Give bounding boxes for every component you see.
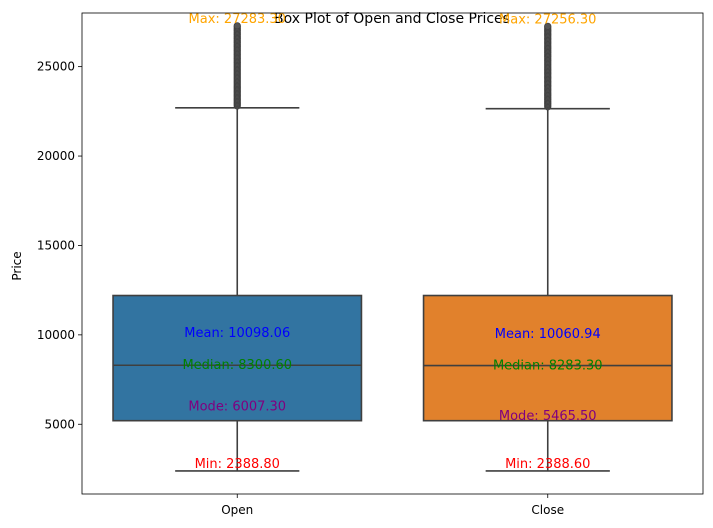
outlier-point	[233, 22, 241, 30]
y-tick-label: 5000	[44, 417, 75, 431]
annotation-min: Min: 2388.80	[195, 457, 280, 472]
y-tick-label: 25000	[37, 60, 75, 74]
annotation-mean: Mean: 10060.94	[495, 327, 601, 342]
y-axis-label: Price	[10, 251, 24, 280]
y-tick-label: 15000	[37, 238, 75, 252]
chart-title: Box Plot of Open and Close Prices	[274, 11, 510, 27]
y-tick-label: 20000	[37, 149, 75, 163]
annotation-max: Max: 27256.30	[499, 12, 596, 27]
x-tick-label: Close	[531, 503, 564, 517]
iqr-box	[112, 294, 363, 422]
annotation-mode: Mode: 5465.50	[499, 409, 597, 424]
outlier-point	[544, 22, 552, 30]
plot-area: 5000 10000 15000 20000 25000 Open Max: 27283.3…	[37, 12, 673, 517]
annotation-median: Median: 8300.60	[182, 358, 292, 373]
x-tick-label: Open	[221, 503, 253, 517]
annotation-max: Max: 27283.30	[189, 12, 286, 27]
annotation-median: Median: 8283.30	[493, 359, 603, 374]
y-tick-label: 10000	[37, 328, 75, 342]
annotation-mode: Mode: 6007.30	[188, 399, 286, 414]
iqr-box	[422, 294, 673, 422]
annotation-mean: Mean: 10098.06	[184, 326, 290, 341]
annotation-min: Min: 2388.60	[505, 457, 590, 472]
axes-frame	[81, 12, 704, 495]
